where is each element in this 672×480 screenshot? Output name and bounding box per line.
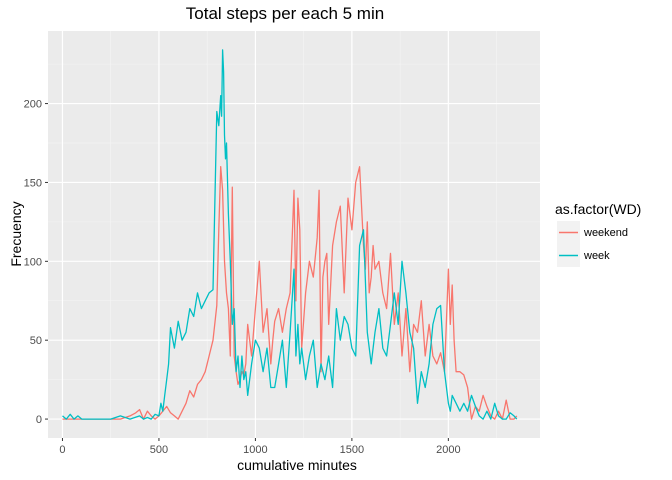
- legend-items: weekend week: [557, 221, 628, 267]
- x-tick-label: 2000: [436, 444, 460, 456]
- series-line-weekend: [62, 166, 518, 420]
- x-axis-title: cumulative minutes: [237, 457, 357, 473]
- y-tick-label: 100: [24, 256, 42, 268]
- x-axis-ticks: 0 500 1000 1500 2000: [59, 438, 461, 456]
- grid-minor-lines: [48, 31, 540, 438]
- y-axis-ticks: 0 50 100 150 200: [24, 99, 48, 426]
- series-lines: [62, 49, 518, 420]
- chart-title: Total steps per each 5 min: [186, 4, 384, 23]
- y-tick-label: 0: [36, 414, 42, 426]
- grid-major-lines: [48, 31, 540, 438]
- legend-label-weekend: weekend: [583, 227, 628, 239]
- legend-label-week: week: [583, 250, 610, 262]
- x-tick-label: 1000: [243, 444, 267, 456]
- x-tick-label: 1500: [340, 444, 364, 456]
- legend-title: as.factor(WD): [555, 201, 641, 217]
- y-tick-label: 150: [24, 177, 42, 189]
- y-axis-title: Frecuency: [8, 201, 24, 266]
- y-tick-label: 50: [30, 335, 42, 347]
- x-tick-label: 500: [150, 444, 168, 456]
- plot-panel: [48, 31, 540, 438]
- x-tick-label: 0: [59, 444, 65, 456]
- y-tick-label: 200: [24, 99, 42, 111]
- series-line-week: [62, 49, 518, 420]
- legend: as.factor(WD) weekend week: [555, 201, 641, 267]
